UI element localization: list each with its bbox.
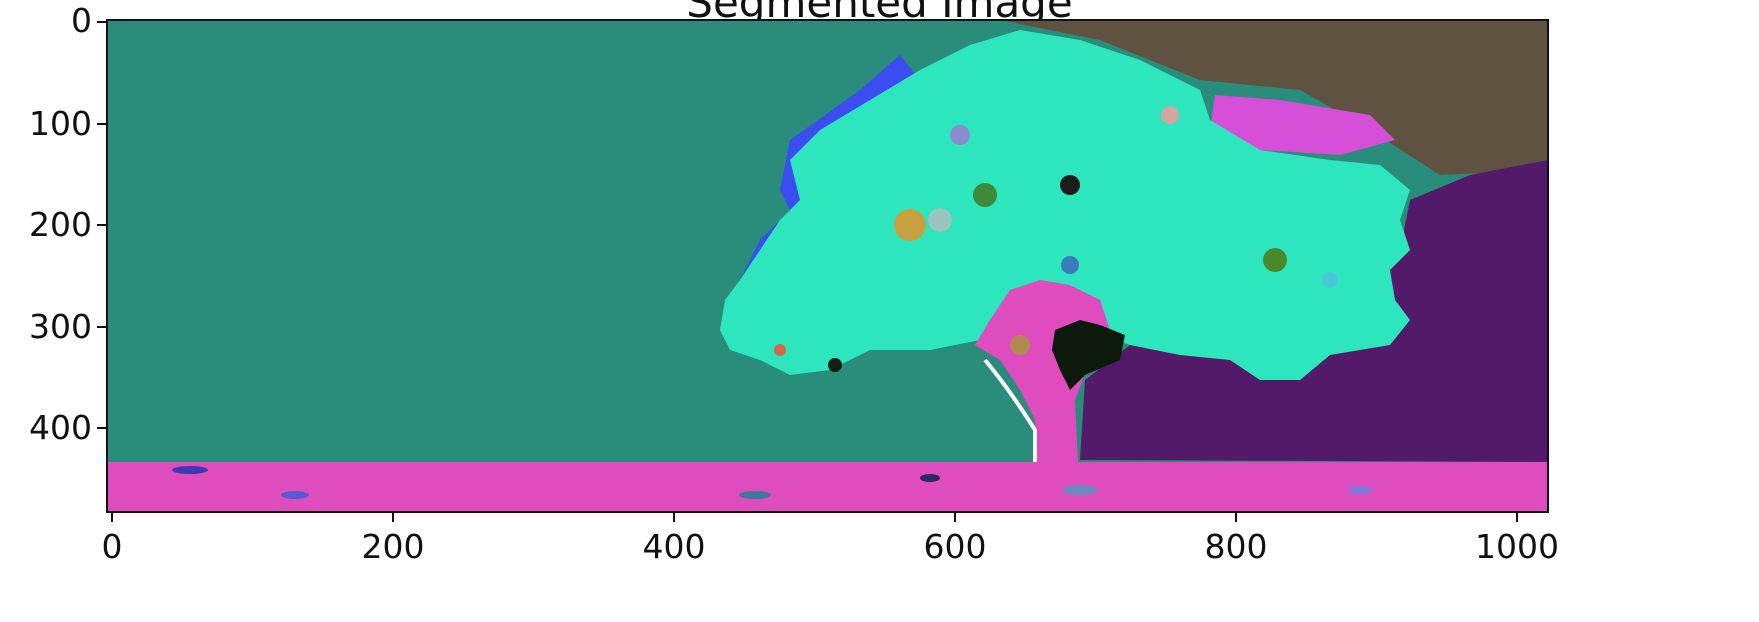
segment-magenta-patch xyxy=(1210,95,1395,155)
y-axis-ticks xyxy=(97,21,107,429)
segment-blob xyxy=(1060,175,1080,195)
segment-blob xyxy=(1161,106,1179,124)
segment-blob xyxy=(828,358,842,372)
segment-blob xyxy=(950,125,970,145)
segment-blob xyxy=(1062,485,1098,495)
segment-blob xyxy=(172,466,208,474)
y-tick-label: 100 xyxy=(29,104,92,143)
segment-blob xyxy=(774,344,786,356)
segment-ground xyxy=(107,462,1548,512)
segment-blob xyxy=(973,183,997,207)
x-tick-label: 1000 xyxy=(1475,527,1559,566)
segment-canopy xyxy=(720,30,1410,380)
y-tick-label: 400 xyxy=(29,408,92,447)
segment-dark-patch xyxy=(1052,320,1125,390)
segment-sky-right xyxy=(1000,20,1548,175)
x-tick-label: 0 xyxy=(101,527,123,566)
segment-blob xyxy=(739,491,771,499)
segment-blob xyxy=(1010,335,1030,355)
segment-blob xyxy=(894,209,926,241)
x-tick-label: 800 xyxy=(1204,527,1268,566)
y-tick-label: 300 xyxy=(29,307,92,346)
segment-blob xyxy=(1322,272,1338,288)
axes-frame xyxy=(106,19,1549,513)
y-tick-label: 0 xyxy=(71,1,92,40)
segment-trunk-edge xyxy=(983,358,1037,462)
x-tick-label: 600 xyxy=(923,527,987,566)
x-tick-label: 400 xyxy=(642,527,706,566)
segment-blob xyxy=(1348,486,1372,494)
segment-blob xyxy=(1263,248,1287,272)
segment-blob xyxy=(928,208,952,232)
segment-blob xyxy=(281,491,309,499)
segmentation-image xyxy=(107,20,1548,512)
x-tick-label: 200 xyxy=(361,527,425,566)
y-tick-label: 200 xyxy=(29,205,92,244)
segment-blob xyxy=(1061,256,1079,274)
x-axis-ticks xyxy=(111,512,1518,522)
segment-blob xyxy=(920,474,940,482)
